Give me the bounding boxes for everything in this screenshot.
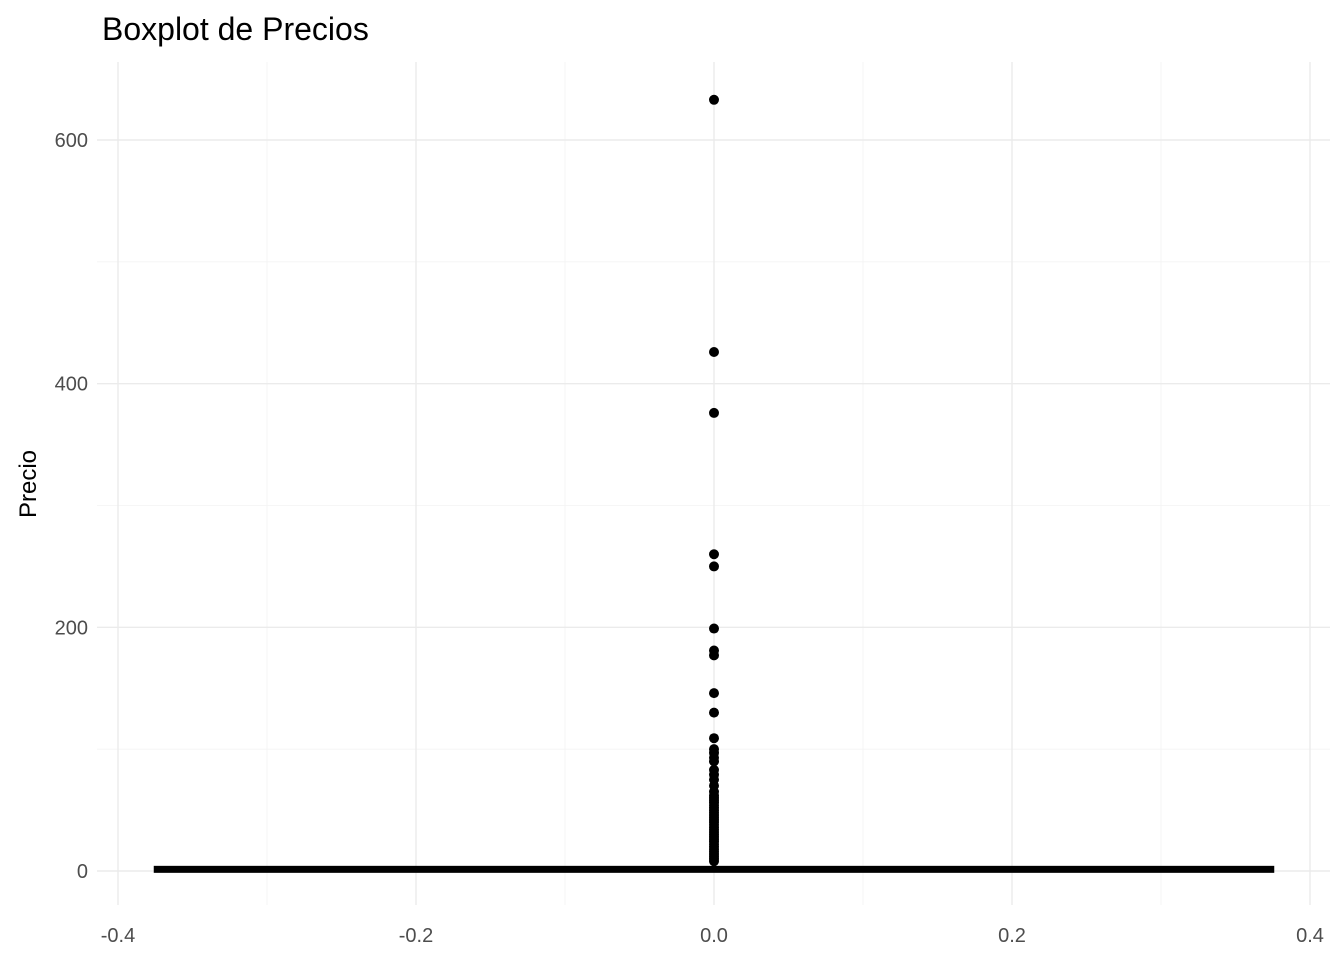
outlier-point — [709, 346, 719, 357]
y-tick-label: 400 — [55, 374, 88, 396]
outlier-point — [709, 561, 719, 572]
outlier-point — [709, 856, 719, 867]
outlier-point — [709, 650, 719, 661]
outlier-point — [709, 707, 719, 718]
outlier-points — [709, 94, 719, 867]
y-tick-label: 600 — [55, 130, 88, 152]
x-axis-ticks: -0.4 -0.2 0.0 0.2 0.4 — [101, 925, 1324, 947]
outlier-point — [709, 94, 719, 105]
y-axis-title: Precio — [15, 450, 42, 518]
x-tick-label: 0.4 — [1296, 925, 1324, 947]
y-tick-label: 200 — [55, 617, 88, 639]
outlier-point — [709, 756, 719, 767]
x-tick-label: -0.2 — [399, 925, 433, 947]
outlier-point — [709, 623, 719, 634]
y-tick-label: 0 — [77, 861, 88, 883]
outlier-point — [709, 407, 719, 418]
x-tick-label: 0.2 — [998, 925, 1026, 947]
chart-title: Boxplot de Precios — [102, 11, 369, 47]
box — [153, 863, 1275, 873]
outlier-point — [709, 688, 719, 699]
outlier-point — [709, 733, 719, 744]
x-tick-label: -0.4 — [101, 925, 135, 947]
x-tick-label: 0.0 — [700, 925, 728, 947]
y-axis-ticks: 0 200 400 600 — [55, 130, 88, 883]
outlier-point — [709, 549, 719, 560]
